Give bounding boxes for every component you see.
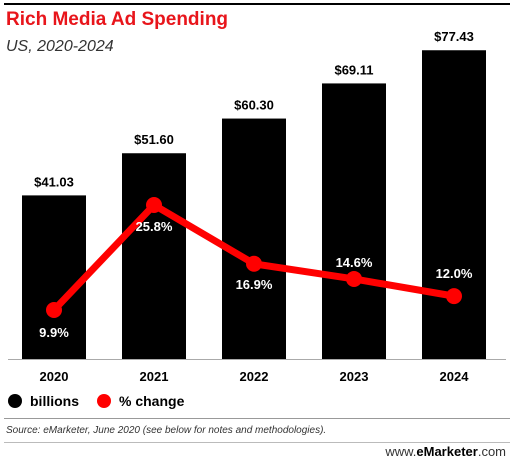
chart-subtitle: US, 2020-2024 (6, 38, 114, 55)
change-label-2021: 25.8% (136, 219, 173, 234)
legend-label-change: % change (119, 393, 185, 409)
bar-label-2021: $51.60 (134, 132, 174, 147)
bar-2021 (122, 153, 186, 359)
change-label-2023: 14.6% (336, 255, 373, 270)
brand-suffix: .com (477, 444, 506, 459)
change-label-2020: 9.9% (39, 325, 69, 340)
chart-title: Rich Media Ad Spending (6, 9, 229, 30)
change-point-2021 (146, 197, 162, 213)
brand-name: eMarketer (416, 444, 478, 459)
bar-label-2022: $60.30 (234, 98, 274, 113)
legend-item-change: % change (97, 393, 184, 409)
change-label-2024: 12.0% (436, 266, 473, 281)
bar-label-2024: $77.43 (434, 29, 474, 44)
bar-2020 (22, 195, 86, 359)
bar-2024 (422, 50, 486, 360)
x-tick-2023: 2023 (340, 369, 369, 384)
legend-swatch-change (97, 394, 111, 408)
source-note: Source: eMarketer, June 2020 (see below … (6, 425, 327, 436)
change-point-2022 (246, 255, 262, 272)
x-tick-2022: 2022 (240, 369, 269, 384)
top-rule (4, 3, 510, 5)
x-tick-2021: 2021 (140, 369, 169, 384)
change-point-2020 (46, 302, 62, 318)
change-label-2022: 16.9% (236, 277, 273, 292)
x-tick-2024: 2024 (440, 369, 470, 384)
chart-area: $41.03 2020 $51.60 2021 $60.30 2022 $69.11 2023… (8, 29, 506, 384)
legend-swatch-billions (8, 394, 22, 408)
legend-label-billions: billions (30, 393, 79, 409)
bottom-rule (4, 418, 510, 419)
legend-item-billions: billions (8, 393, 79, 409)
brand-logo[interactable]: www.eMarketer.com (385, 444, 506, 459)
legend: billions % change (8, 393, 202, 409)
footer-rule (4, 442, 510, 443)
x-tick-2020: 2020 (40, 369, 69, 384)
bar-2023 (322, 83, 386, 359)
bar-label-2020: $41.03 (34, 174, 74, 189)
brand-prefix: www. (385, 444, 417, 459)
bar-label-2023: $69.11 (334, 62, 373, 77)
bar-2022 (222, 118, 286, 360)
change-point-2024 (446, 288, 462, 305)
change-point-2023 (346, 270, 362, 287)
